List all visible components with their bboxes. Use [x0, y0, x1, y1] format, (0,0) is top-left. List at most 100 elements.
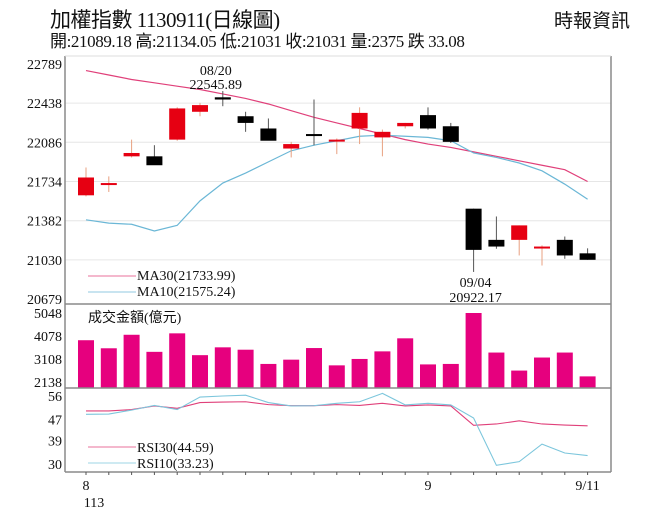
candlestick [146, 145, 163, 166]
candlestick [283, 141, 300, 158]
rsi-tick-label: 47 [48, 414, 62, 429]
candlestick [420, 107, 436, 130]
volume-bar [237, 349, 254, 388]
volume-bar [420, 364, 436, 388]
candlestick [397, 122, 414, 129]
volume-bar [169, 333, 186, 388]
candle-body [579, 253, 596, 260]
volume-tick-label: 3108 [34, 353, 62, 368]
y-tick-label: 22438 [27, 97, 62, 112]
volume-bar [214, 347, 231, 388]
candle-body [420, 115, 436, 129]
volume-bar [328, 365, 345, 388]
volume-bar [374, 351, 391, 388]
x-tick-label: 8 [83, 479, 90, 494]
candlestick [100, 176, 117, 192]
ma30-line [85, 69, 588, 183]
candle-body [214, 97, 231, 100]
volume-bar [192, 355, 208, 388]
volume-bar [579, 376, 596, 388]
volume-bar [260, 363, 277, 388]
candle-body [123, 152, 140, 157]
candlestick [169, 107, 186, 141]
volume-bar [146, 351, 163, 388]
ohlc-summary: 開:21089.18 高:21134.05 低:21031 收:21031 量:… [50, 32, 465, 51]
candlestick [511, 225, 528, 256]
rsi-tick-label: 56 [48, 390, 62, 405]
volume-bar [306, 348, 322, 388]
candle-body [511, 225, 528, 240]
candle-body [169, 108, 186, 140]
candle-body [534, 246, 550, 249]
candlestick [260, 118, 277, 141]
candlestick [306, 99, 322, 146]
annotation-value: 20922.17 [449, 291, 502, 306]
y-tick-label: 21734 [27, 176, 62, 191]
volume-bar [351, 358, 368, 388]
legend-ma30: MA30(21733.99) [137, 269, 236, 284]
volume-bar [465, 313, 482, 388]
y-tick-label: 22086 [27, 136, 62, 151]
volume-bar [442, 363, 459, 388]
y-tick-label: 21030 [27, 254, 62, 269]
volume-tick-label: 4078 [34, 330, 62, 345]
y-tick-label: 20679 [27, 293, 62, 308]
candlestick [78, 167, 94, 197]
rsi30-line [86, 401, 588, 427]
candle-body [488, 239, 505, 247]
volume-bar [534, 357, 550, 388]
volume-bar [283, 359, 300, 388]
candlestick [214, 91, 231, 107]
volume-tick-label: 5048 [34, 307, 62, 322]
rsi-tick-label: 30 [48, 458, 62, 473]
volume-bar [488, 352, 505, 388]
candlestick [534, 245, 550, 266]
candle-body [351, 112, 368, 129]
candle-body [78, 177, 94, 196]
volume-title: 成交金額(億元) [88, 309, 182, 326]
candlestick [328, 138, 345, 155]
x-tick-label: 9 [425, 479, 432, 494]
source-label: 時報資訊 [553, 11, 630, 32]
volume-bar [100, 348, 117, 388]
annotation-value: 22545.89 [190, 78, 243, 93]
candlestick [237, 111, 254, 132]
candlestick [556, 236, 573, 259]
candle-body [374, 131, 391, 138]
legend-rsi10: RSI10(33.23) [137, 457, 214, 472]
legend-rsi30: RSI30(44.59) [137, 441, 214, 456]
annotation-date: 09/04 [460, 276, 492, 291]
candlestick [442, 122, 459, 143]
candle-body [465, 208, 482, 250]
volume-bar [78, 340, 94, 388]
x-year-label: 113 [84, 496, 104, 511]
volume-bar [397, 338, 414, 388]
rsi-tick-label: 39 [48, 434, 62, 449]
y-tick-label: 21382 [27, 215, 62, 230]
candle-body [442, 126, 459, 142]
candlestick [579, 248, 596, 260]
candle-body [192, 105, 208, 112]
rsi10-line [85, 392, 588, 466]
candle-body [146, 156, 163, 166]
candle-body [237, 116, 254, 123]
candlestick [192, 102, 208, 117]
candle-body [328, 139, 345, 142]
candlestick [465, 208, 482, 272]
y-tick-label: 22789 [27, 58, 62, 73]
legend-ma10: MA10(21575.24) [137, 285, 236, 300]
candlestick [488, 216, 505, 249]
candle-body [283, 144, 300, 149]
candle-body [260, 128, 277, 141]
candle-body [556, 239, 573, 256]
candle-body [397, 122, 414, 127]
chart-title: 加權指數 1130911(日線圖) [50, 8, 280, 32]
candlestick [374, 129, 391, 157]
volume-bar [556, 352, 573, 388]
x-tick-label: 9/11 [575, 479, 599, 494]
annotation-date: 08/20 [200, 64, 232, 79]
candlestick [123, 139, 140, 158]
candlestick [351, 107, 368, 145]
volume-bar [511, 370, 528, 388]
